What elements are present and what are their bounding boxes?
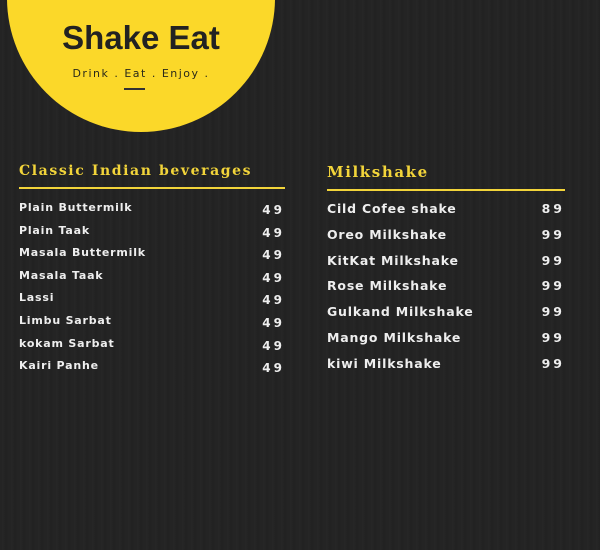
item-name: kokam Sarbat <box>19 336 115 350</box>
item-price: 99 <box>541 329 565 345</box>
item-name: Lassi <box>19 291 55 305</box>
menu-item: KitKat Milkshake 99 <box>327 253 565 279</box>
section-title: Milkshake <box>327 163 429 181</box>
menu-item: Gulkand Milkshake 99 <box>327 304 565 330</box>
item-name: Masala Buttermilk <box>19 246 146 260</box>
item-price: 49 <box>262 248 285 263</box>
brand-tagline: Drink . Eat . Enjoy . <box>72 67 210 80</box>
item-price: 49 <box>262 293 285 308</box>
section-classic-indian-beverages: Classic Indian beverages Plain Buttermil… <box>19 163 285 382</box>
menu-item: kiwi Milkshake 99 <box>327 356 565 382</box>
item-price: 49 <box>262 361 285 376</box>
item-price: 99 <box>541 226 565 242</box>
item-price: 99 <box>541 355 565 371</box>
item-name: Oreo Milkshake <box>327 226 447 242</box>
section-milkshake: Milkshake Cild Cofee shake 89 Oreo Milksha… <box>327 163 565 382</box>
item-name: kiwi Milkshake <box>327 355 442 371</box>
item-price: 99 <box>541 304 565 320</box>
menu-item: Lassi 49 <box>19 291 285 314</box>
item-name: Masala Taak <box>19 268 104 282</box>
item-name: Gulkand Milkshake <box>327 304 474 320</box>
item-name: Cild Cofee shake <box>327 201 457 216</box>
menu-item: Mango Milkshake 99 <box>327 330 565 356</box>
section-title: Classic Indian beverages <box>19 163 253 179</box>
menu-item: Plain Taak 49 <box>19 224 285 247</box>
item-name: Kairi Panhe <box>19 359 99 373</box>
item-price: 99 <box>541 252 565 268</box>
item-price: 89 <box>541 201 565 216</box>
item-price: 49 <box>262 270 285 285</box>
item-price: 99 <box>541 278 565 294</box>
item-price: 49 <box>262 225 285 240</box>
item-name: KitKat Milkshake <box>327 252 459 268</box>
item-name: Plain Taak <box>19 223 90 237</box>
item-price: 49 <box>262 315 285 330</box>
menu-item: Masala Taak 49 <box>19 269 285 292</box>
section-rule <box>19 187 285 189</box>
item-name: Rose Milkshake <box>327 278 448 294</box>
divider <box>124 88 145 90</box>
menu-item: Cild Cofee shake 89 <box>327 201 565 227</box>
menu-item: Plain Buttermilk 49 <box>19 201 285 224</box>
brand-title: Shake Eat <box>62 19 220 56</box>
item-price: 49 <box>262 203 285 217</box>
menu-item: Masala Buttermilk 49 <box>19 246 285 269</box>
menu-item: Limbu Sarbat 49 <box>19 314 285 337</box>
section-rule <box>327 189 565 191</box>
item-name: Plain Buttermilk <box>19 201 133 214</box>
menu-item: Rose Milkshake 99 <box>327 278 565 304</box>
menu-item: kokam Sarbat 49 <box>19 337 285 360</box>
item-name: Limbu Sarbat <box>19 313 112 327</box>
item-name: Mango Milkshake <box>327 329 462 345</box>
menu-item: Kairi Panhe 49 <box>19 359 285 382</box>
item-price: 49 <box>262 338 285 353</box>
menu-item: Oreo Milkshake 99 <box>327 227 565 253</box>
